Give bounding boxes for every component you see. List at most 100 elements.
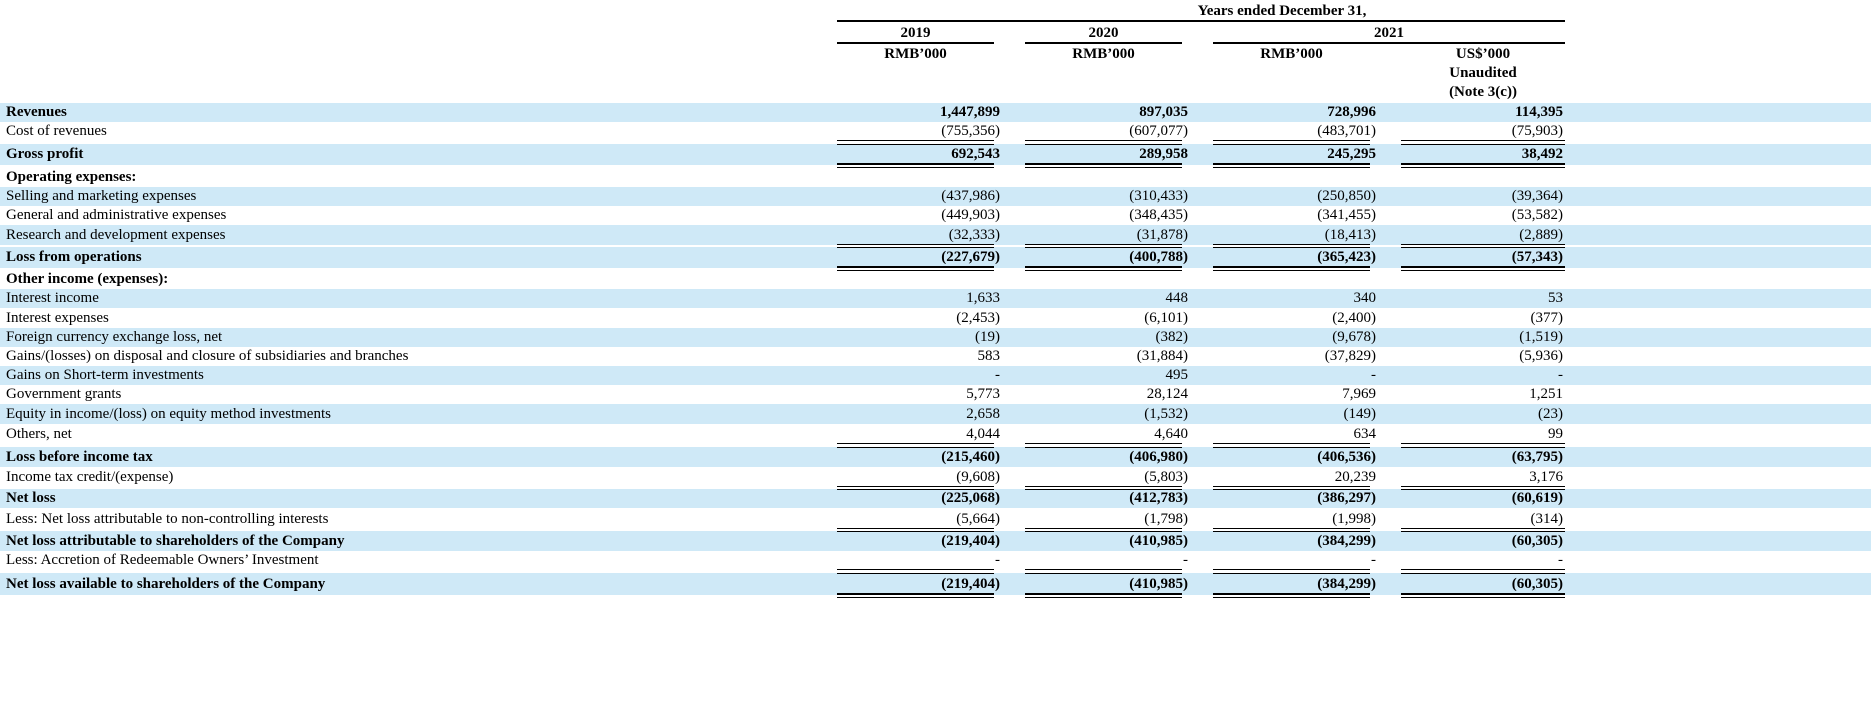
value-cell: 4,044 [966, 426, 1000, 442]
column-underline [1401, 569, 1565, 570]
column-overline [1401, 447, 1565, 448]
table-row: Foreign currency exchange loss, net (19) (… [0, 328, 1871, 347]
column-double-underline [837, 597, 994, 598]
value-cell: (365,423) [1317, 249, 1376, 265]
row-label: General and administrative expenses [6, 207, 227, 223]
value-cell: (2,889) [1519, 227, 1563, 243]
row-label: Less: Net loss attributable to non-contr… [6, 511, 329, 527]
value-cell: (63,795) [1511, 449, 1563, 465]
value-cell: (755,356) [941, 123, 1000, 139]
row-label: Selling and marketing expenses [6, 188, 197, 204]
value-cell: (310,433) [1129, 188, 1188, 204]
table-row: Interest expenses (2,453) (6,101) (2,400) (3… [0, 308, 1871, 328]
column-underline [1401, 443, 1565, 444]
year-2021: 2021 [1374, 25, 1404, 41]
column-double-underline [1401, 597, 1565, 598]
column-underline [1025, 244, 1182, 245]
column-overline [1401, 531, 1565, 532]
year-2020-rule [1025, 42, 1182, 44]
value-cell: - [1558, 367, 1563, 383]
value-cell: - [1371, 367, 1376, 383]
value-cell: 340 [1353, 290, 1377, 306]
column-underline [1213, 266, 1370, 268]
value-cell: (5,664) [956, 511, 1000, 527]
value-cell: (215,460) [941, 449, 1000, 465]
value-cell: 1,447,899 [940, 104, 1000, 120]
column-underline [837, 266, 994, 268]
value-cell: (53,582) [1511, 207, 1563, 223]
value-cell: (2,400) [1332, 310, 1376, 326]
table-row: Loss from operations (227,679) (400,788) (3… [0, 247, 1871, 268]
value-cell: (6,101) [1144, 310, 1188, 326]
table-row: Income tax credit/(expense) (9,608) (5,803… [0, 467, 1871, 487]
row-label: Income tax credit/(expense) [6, 469, 174, 485]
value-cell: (9,608) [956, 469, 1000, 485]
value-cell: 289,958 [1139, 146, 1188, 162]
value-cell: (31,878) [1136, 227, 1188, 243]
column-underline [1401, 486, 1565, 487]
column-underline [837, 486, 994, 487]
table-row: Operating expenses: [0, 167, 1871, 187]
column-underline [1025, 486, 1182, 487]
value-cell: (219,404) [941, 576, 1000, 592]
row-label: Revenues [6, 104, 67, 120]
value-cell: (382) [1155, 329, 1189, 345]
column-underline [1401, 528, 1565, 529]
value-cell: (227,679) [941, 249, 1000, 265]
column-double-underline [1401, 167, 1565, 168]
table-row: Less: Net loss attributable to non-contr… [0, 509, 1871, 529]
column-overline [1213, 144, 1370, 145]
column-underline [1213, 140, 1370, 141]
value-cell: - [1183, 552, 1188, 568]
value-cell: 1,251 [1529, 386, 1563, 402]
column-underline [837, 443, 994, 444]
value-cell: 3,176 [1529, 469, 1563, 485]
column-overline [1025, 144, 1182, 145]
currency-2021: RMB’000 [1260, 46, 1323, 62]
value-cell: 4,640 [1154, 426, 1188, 442]
header-rule [837, 20, 1565, 22]
column-overline [1213, 531, 1370, 532]
row-label: Gains/(losses) on disposal and closure o… [6, 348, 409, 364]
column-double-underline [837, 167, 994, 168]
row-label: Foreign currency exchange loss, net [6, 329, 223, 345]
table-row: Net loss available to shareholders of th… [0, 573, 1871, 595]
column-underline [1401, 593, 1565, 595]
value-cell: (219,404) [941, 533, 1000, 549]
row-label: Equity in income/(loss) on equity method… [6, 406, 331, 422]
column-underline [837, 569, 994, 570]
table-row: Gross profit 692,543 289,958 245,295 38,492 [0, 144, 1871, 165]
table-row: Loss before income tax (215,460) (406,980)… [0, 447, 1871, 467]
value-cell: (18,413) [1324, 227, 1376, 243]
column-underline [1401, 244, 1565, 245]
row-label: Others, net [6, 426, 72, 442]
column-double-underline [1401, 270, 1565, 271]
value-cell: 495 [1165, 367, 1189, 383]
value-cell: 448 [1165, 290, 1189, 306]
column-overline [1025, 573, 1182, 574]
table-row: Equity in income/(loss) on equity method… [0, 404, 1871, 424]
column-double-underline [1213, 270, 1370, 271]
value-cell: 5,773 [966, 386, 1000, 402]
column-underline [837, 244, 994, 245]
column-underline [1025, 443, 1182, 444]
column-underline [1401, 266, 1565, 268]
value-cell: (60,305) [1511, 533, 1563, 549]
value-cell: 53 [1548, 290, 1563, 306]
value-cell: - [1558, 552, 1563, 568]
column-overline [1401, 247, 1565, 248]
value-cell: (406,536) [1317, 449, 1376, 465]
years-ended-title: Years ended December 31, [1197, 3, 1367, 19]
table-row: Less: Accretion of Redeemable Owners’ In… [0, 551, 1871, 570]
column-double-underline [1213, 597, 1370, 598]
usd-unaudited: Unaudited [1449, 65, 1517, 81]
value-cell: (1,519) [1519, 329, 1563, 345]
row-label: Cost of revenues [6, 123, 107, 139]
row-label: Interest expenses [6, 310, 109, 326]
row-label: Net loss attributable to shareholders of… [6, 533, 345, 549]
column-overline [1401, 144, 1565, 145]
column-underline [837, 163, 994, 165]
table-row: General and administrative expenses (449,… [0, 206, 1871, 225]
table-row: Gains on Short-term investments - 495 - - [0, 366, 1871, 385]
row-label: Loss before income tax [6, 449, 153, 465]
